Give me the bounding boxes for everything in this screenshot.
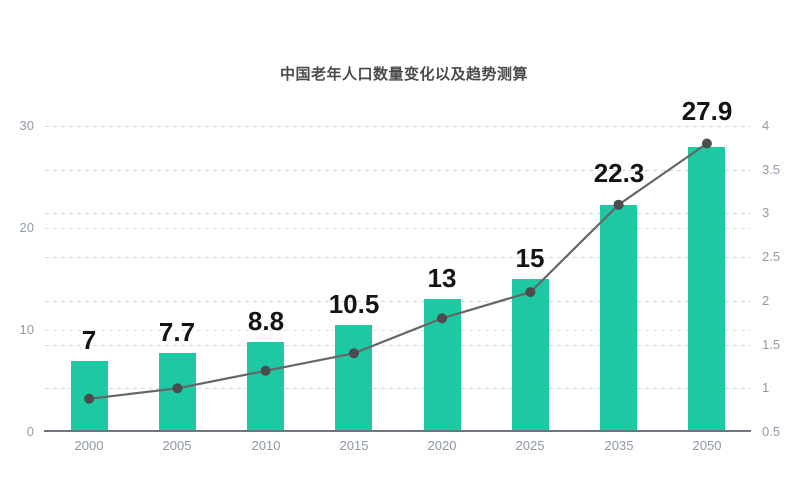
y-axis-tick-label-right: 4	[762, 118, 770, 133]
line-series	[84, 138, 712, 404]
y-axis-tick-label-right: 2	[762, 293, 770, 308]
x-axis-tick-label: 2035	[604, 438, 634, 453]
x-axis-line	[44, 430, 751, 432]
bar[interactable]	[335, 325, 372, 432]
x-axis-tick-label: 2015	[339, 438, 369, 453]
y-axis-tick-label-right: 1	[762, 380, 770, 395]
x-axis-tick-label: 2025	[515, 438, 545, 453]
line-point[interactable]	[701, 138, 712, 149]
bar-value-label: 10.5	[328, 289, 380, 319]
bar-value-label: 22.3	[593, 158, 645, 188]
gridline	[45, 345, 751, 346]
bar[interactable]	[512, 279, 549, 432]
line-point[interactable]	[260, 365, 271, 376]
x-axis-tick-label: 2050	[692, 438, 722, 453]
x-axis-tick-label: 2010	[251, 438, 281, 453]
bar-value-label: 13	[427, 263, 457, 293]
line-point[interactable]	[613, 199, 624, 210]
bar[interactable]	[247, 342, 284, 432]
gridline	[45, 228, 751, 229]
bar-value-label: 7	[81, 325, 97, 355]
y-axis-tick-label-right: 1.5	[762, 337, 781, 352]
bar[interactable]	[600, 205, 637, 432]
x-axis-tick-label: 2000	[74, 438, 104, 453]
gridline	[45, 330, 751, 331]
chart-title: 中国老年人口数量变化以及趋势测算	[279, 66, 528, 83]
bar-value-label: 27.9	[681, 96, 733, 126]
bar[interactable]	[688, 147, 725, 432]
bar-value-label: 15	[515, 243, 545, 273]
trend-line	[88, 142, 708, 400]
y-axis-tick-label-right: 2.5	[762, 249, 781, 264]
line-point[interactable]	[172, 383, 183, 394]
y-axis-tick-label-left: 20	[19, 220, 34, 235]
line-point[interactable]	[84, 393, 95, 404]
x-axis-tick-label: 2020	[427, 438, 457, 453]
y-axis-tick-label-left: 30	[19, 118, 34, 133]
x-axis-tick-label: 2005	[162, 438, 192, 453]
bar-value-label: 7.7	[158, 317, 196, 347]
y-axis-tick-label-right: 3	[762, 205, 770, 220]
gridline	[45, 170, 751, 171]
y-axis-tick-label-left: 10	[19, 322, 34, 337]
plot-area: 7 7.7 8.8 10.5 13 15 22.3 27.9	[45, 98, 751, 432]
bar-value-label: 8.8	[247, 306, 285, 336]
line-point[interactable]	[525, 287, 536, 298]
gridline	[45, 301, 751, 302]
line-point[interactable]	[348, 348, 359, 359]
y-axis-tick-label-right: 0.5	[762, 424, 781, 439]
line-point[interactable]	[437, 313, 448, 324]
y-axis-tick-label-right: 3.5	[762, 162, 781, 177]
gridline	[45, 257, 751, 258]
y-axis-tick-label-left: 0	[26, 424, 34, 439]
gridline	[45, 388, 751, 389]
gridline	[45, 126, 751, 127]
gridline	[45, 213, 751, 214]
